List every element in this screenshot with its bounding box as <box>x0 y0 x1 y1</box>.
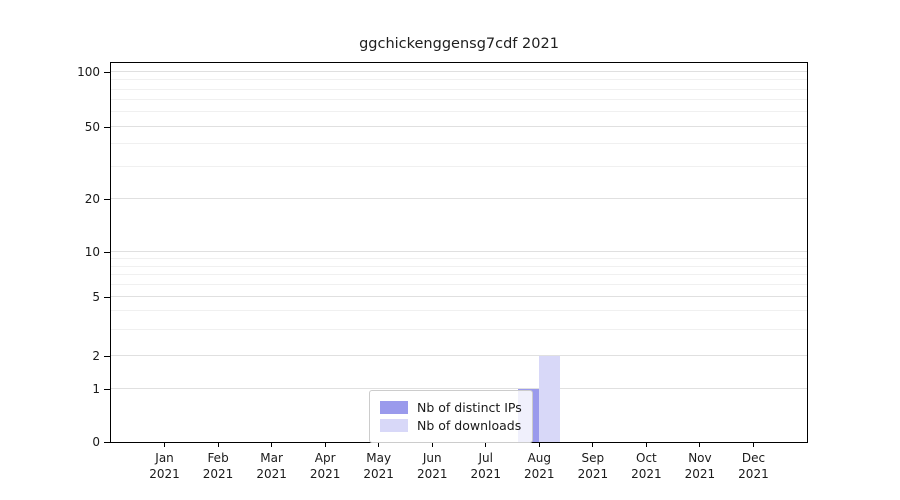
minor-gridline <box>111 166 807 168</box>
x-tick-year: 2021 <box>149 466 180 481</box>
minor-gridline <box>111 99 807 101</box>
y-tick-mark <box>104 72 110 74</box>
x-tick-year: 2021 <box>416 466 448 481</box>
legend-item: Nb of downloads <box>380 418 522 433</box>
legend-label: Nb of distinct IPs <box>417 400 522 415</box>
x-tick-year: 2021 <box>309 466 341 481</box>
chart-title: ggchickenggensg7cdf 2021 <box>359 36 559 52</box>
minor-gridline <box>111 310 807 312</box>
x-tick-mark <box>485 443 487 447</box>
x-tick-year: 2021 <box>202 466 234 481</box>
y-tick-label: 20 <box>84 192 100 207</box>
minor-gridline <box>111 88 807 90</box>
x-tick-month: May <box>366 451 392 465</box>
x-tick-year: 2021 <box>684 466 716 481</box>
y-tick-label: 2 <box>92 348 100 363</box>
legend-item: Nb of distinct IPs <box>380 400 522 415</box>
minor-gridline <box>111 274 807 276</box>
minor-gridline <box>111 257 807 259</box>
y-tick-label: 1 <box>92 382 100 397</box>
x-tick-mark <box>378 443 380 447</box>
x-tick-label: Mar 2021 <box>242 451 302 482</box>
major-gridline <box>111 354 807 356</box>
x-tick-mark <box>271 443 273 447</box>
x-tick-mark <box>699 443 701 447</box>
y-tick-mark <box>104 199 110 201</box>
y-tick-mark <box>104 296 110 298</box>
x-tick-month: Mar <box>260 451 283 465</box>
x-tick-mark <box>431 443 433 447</box>
x-tick-label: Apr 2021 <box>295 451 355 482</box>
x-tick-month: Jan <box>155 451 174 465</box>
bar-downloads <box>539 355 561 442</box>
minor-gridline <box>111 111 807 113</box>
x-tick-month: Aug <box>527 451 552 465</box>
major-gridline <box>111 125 807 127</box>
x-tick-mark <box>592 443 594 447</box>
x-tick-year: 2021 <box>738 466 769 481</box>
y-tick-mark <box>104 355 110 357</box>
x-tick-label: May 2021 <box>349 451 409 482</box>
minor-gridline <box>111 265 807 267</box>
legend-swatch <box>380 401 408 414</box>
x-tick-mark <box>538 443 540 447</box>
major-gridline <box>111 295 807 297</box>
x-tick-year: 2021 <box>577 466 609 481</box>
y-tick-mark <box>104 442 110 443</box>
y-tick-label: 10 <box>84 245 100 260</box>
y-tick-label: 5 <box>92 289 100 304</box>
x-tick-month: Oct <box>636 451 657 465</box>
x-tick-label: Nov 2021 <box>670 451 730 482</box>
x-tick-label: Oct 2021 <box>616 451 676 482</box>
x-tick-month: Feb <box>207 451 229 465</box>
major-gridline <box>111 251 807 253</box>
x-tick-label: Jan 2021 <box>135 451 195 482</box>
y-tick-label: 50 <box>84 119 100 134</box>
x-tick-month: Dec <box>741 451 766 465</box>
minor-gridline <box>111 284 807 286</box>
x-tick-month: Apr <box>314 451 336 465</box>
x-tick-label: Feb 2021 <box>188 451 248 482</box>
major-gridline <box>111 198 807 200</box>
x-tick-label: Dec 2021 <box>723 451 783 482</box>
x-tick-month: Jul <box>478 451 493 465</box>
legend-swatch <box>380 419 408 432</box>
x-tick-month: Sep <box>581 451 605 465</box>
x-tick-year: 2021 <box>470 466 502 481</box>
x-tick-mark <box>164 443 166 447</box>
y-tick-mark <box>104 252 110 254</box>
x-tick-mark <box>752 443 754 447</box>
y-tick-label: 0 <box>92 435 100 449</box>
major-gridline <box>111 71 807 73</box>
x-tick-mark <box>217 443 219 447</box>
x-tick-label: Sep 2021 <box>563 451 623 482</box>
y-tick-mark <box>104 126 110 128</box>
x-tick-label: Jun 2021 <box>402 451 462 482</box>
legend: Nb of distinct IPs Nb of downloads <box>369 390 533 443</box>
x-tick-label: Jul 2021 <box>456 451 516 482</box>
x-tick-label: Aug 2021 <box>509 451 569 482</box>
major-gridline <box>111 388 807 390</box>
x-tick-year: 2021 <box>631 466 662 481</box>
x-tick-year: 2021 <box>524 466 555 481</box>
x-tick-month: Jun <box>422 451 442 465</box>
y-tick-mark <box>104 389 110 391</box>
x-tick-mark <box>324 443 326 447</box>
x-tick-year: 2021 <box>363 466 394 481</box>
minor-gridline <box>111 328 807 330</box>
minor-gridline <box>111 79 807 81</box>
x-tick-mark <box>645 443 647 447</box>
y-tick-label: 100 <box>77 65 100 80</box>
plot-area: Nb of distinct IPs Nb of downloads <box>110 62 808 443</box>
x-tick-month: Nov <box>688 451 712 465</box>
minor-gridline <box>111 143 807 145</box>
legend-label: Nb of downloads <box>417 418 522 433</box>
x-tick-year: 2021 <box>256 466 287 481</box>
